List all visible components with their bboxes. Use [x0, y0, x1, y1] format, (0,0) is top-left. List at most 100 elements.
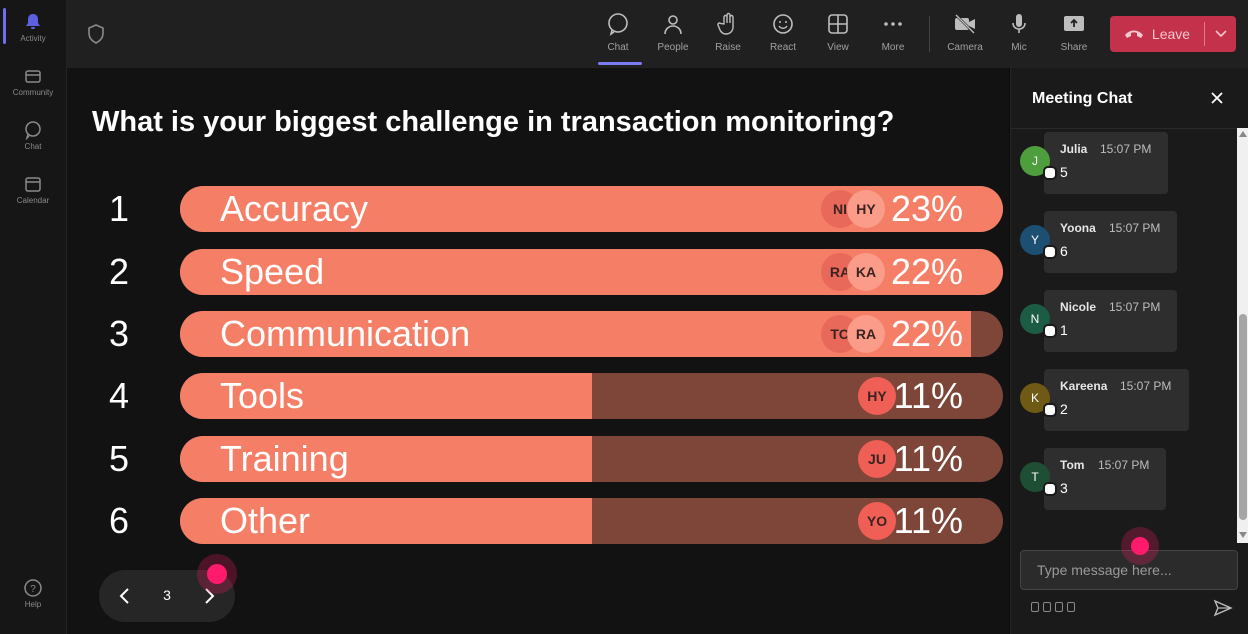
option-number: 4 — [108, 375, 130, 416]
chat-message: Yoona 15:07 PM 6 Y — [1011, 211, 1237, 273]
toolbar-label: Mic — [1011, 42, 1027, 53]
rail-item-help[interactable]: ? Help — [0, 578, 66, 609]
page-number: 3 — [163, 587, 171, 603]
toolbar-more-button[interactable]: More — [867, 10, 919, 62]
scroll-down-arrow[interactable] — [1239, 532, 1247, 538]
message-time: 15:07 PM — [1109, 221, 1161, 235]
react-icon — [773, 14, 793, 34]
camera-off-icon — [955, 14, 975, 34]
presence-dot — [1043, 482, 1057, 496]
close-icon[interactable] — [1209, 90, 1225, 106]
format-icon[interactable] — [1031, 602, 1039, 612]
gif-icon[interactable] — [1067, 602, 1075, 612]
rail-item-community[interactable]: Community — [0, 66, 66, 97]
option-bar: Training JU 11% — [180, 436, 1003, 482]
toolbar-label: Chat — [607, 42, 629, 53]
voter-avatar: KA — [847, 253, 885, 291]
message-text: 1 — [1060, 322, 1068, 338]
presence-dot — [1043, 403, 1057, 417]
message-text: 2 — [1060, 401, 1068, 417]
toolbar-label: Raise — [715, 42, 741, 53]
option-label: Training — [220, 438, 349, 479]
share-icon — [1064, 16, 1084, 31]
chevron-down-icon — [1214, 30, 1227, 38]
toolbar-mic-button[interactable]: Mic — [993, 10, 1045, 62]
leave-button[interactable]: Leave — [1110, 16, 1204, 52]
chat-message-list[interactable]: Julia 15:07 PM 5 J Yoona 15:07 PM 6 Y Ni… — [1011, 128, 1237, 544]
message-time: 15:07 PM — [1109, 300, 1161, 314]
raise-hand-icon — [717, 12, 734, 35]
option-number: 3 — [108, 313, 130, 354]
poll-option: 2 Speed RA KA 22% — [67, 249, 1009, 297]
poll-question: What is your biggest challenge in transa… — [92, 106, 895, 138]
toolbar-share-button[interactable]: Share — [1048, 10, 1100, 62]
hang-up-icon — [1124, 30, 1143, 38]
message-bubble: Kareena 15:07 PM 2 — [1044, 369, 1189, 431]
option-bar: Tools HY 11% — [180, 373, 1003, 419]
chat-message: Tom 15:07 PM 3 T — [1011, 448, 1237, 510]
chat-message-input[interactable] — [1020, 550, 1238, 590]
message-text: 6 — [1060, 243, 1068, 259]
voter-avatar: YO — [858, 502, 896, 540]
leave-label: Leave — [1151, 26, 1191, 42]
voter-avatar: JU — [858, 440, 896, 478]
scroll-up-arrow[interactable] — [1239, 131, 1247, 137]
toolbar-view-button[interactable]: View — [812, 10, 864, 62]
attach-icon[interactable] — [1043, 602, 1051, 612]
toolbar-raise-button[interactable]: Raise — [702, 10, 754, 62]
message-bubble: Tom 15:07 PM 3 — [1044, 448, 1166, 510]
poll-option: 1 Accuracy NI HY 23% — [67, 186, 1009, 234]
toolbar-label: Camera — [947, 42, 983, 53]
more-icon — [884, 22, 902, 26]
toolbar-react-button[interactable]: React — [757, 10, 809, 62]
shield-icon[interactable] — [87, 24, 105, 44]
view-icon — [828, 14, 848, 34]
leave-options-button[interactable] — [1205, 16, 1236, 52]
chat-message: Julia 15:07 PM 5 J — [1011, 132, 1237, 194]
toolbar-chat-button[interactable]: Chat — [592, 10, 644, 62]
message-time: 15:07 PM — [1100, 142, 1152, 156]
option-bar: Other YO 11% — [180, 498, 1003, 544]
message-time: 15:07 PM — [1098, 458, 1150, 472]
bell-icon — [26, 14, 40, 29]
toolbar-people-button[interactable]: People — [647, 10, 699, 62]
option-bar: Communication TO RA 22% — [180, 311, 1003, 357]
rail-item-activity[interactable]: Activity — [0, 12, 66, 43]
message-bubble: Nicole 15:07 PM 1 — [1044, 290, 1177, 352]
sender-name: Nicole — [1060, 300, 1097, 314]
people-icon — [664, 15, 682, 35]
toolbar-camera-button[interactable]: Camera — [939, 10, 991, 62]
option-percent: 23% — [890, 188, 963, 229]
option-number: 5 — [108, 438, 130, 479]
send-icon[interactable] — [1213, 598, 1233, 618]
chevron-left-icon[interactable] — [113, 584, 137, 608]
toolbar-divider — [929, 16, 930, 52]
rail-item-chat[interactable]: Chat — [0, 120, 66, 151]
option-percent: 22% — [890, 313, 963, 354]
option-bar: Accuracy NI HY 23% — [180, 186, 1003, 232]
svg-text:?: ? — [30, 584, 36, 595]
option-label: Communication — [220, 313, 471, 354]
option-bar-fill — [180, 436, 592, 482]
chevron-right-icon[interactable] — [197, 584, 221, 608]
scroll-thumb[interactable] — [1239, 314, 1247, 520]
rail-item-calendar[interactable]: Calendar — [0, 174, 66, 205]
option-bar: Speed RA KA 22% — [180, 249, 1003, 295]
poll-option: 3 Communication TO RA 22% — [67, 311, 1009, 359]
poll-option: 5 Training JU 11% — [67, 436, 1009, 484]
presence-dot — [1043, 324, 1057, 338]
meeting-chat-panel: Meeting Chat Julia 15:07 PM 5 J Yoona 15… — [1010, 68, 1248, 634]
option-number: 6 — [108, 500, 130, 541]
voter-avatar: RA — [847, 315, 885, 353]
message-text: 3 — [1060, 480, 1068, 496]
chat-scrollbar[interactable] — [1237, 128, 1248, 543]
chat-icon — [25, 121, 41, 140]
emoji-icon[interactable] — [1055, 602, 1063, 612]
leave-divider — [1204, 22, 1205, 46]
option-label: Tools — [220, 375, 305, 416]
toolbar-active-indicator — [598, 62, 642, 65]
voter-avatar: HY — [847, 190, 885, 228]
toolbar-label: More — [881, 42, 905, 53]
toolbar-label: React — [769, 42, 797, 53]
chat-message: Nicole 15:07 PM 1 N — [1011, 290, 1237, 352]
